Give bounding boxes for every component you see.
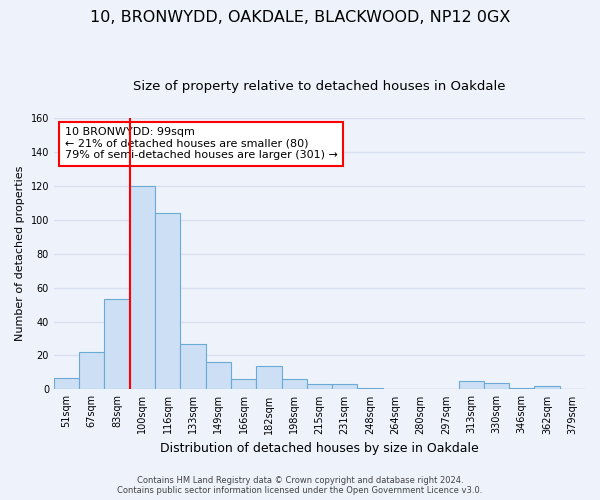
Bar bbox=[358, 388, 383, 390]
Bar bbox=[332, 384, 358, 390]
Bar bbox=[281, 379, 307, 390]
Bar bbox=[155, 213, 181, 390]
Text: 10, BRONWYDD, OAKDALE, BLACKWOOD, NP12 0GX: 10, BRONWYDD, OAKDALE, BLACKWOOD, NP12 0… bbox=[90, 10, 510, 25]
Title: Size of property relative to detached houses in Oakdale: Size of property relative to detached ho… bbox=[133, 80, 506, 93]
Bar bbox=[231, 379, 256, 390]
Bar bbox=[458, 381, 484, 390]
Bar bbox=[256, 366, 281, 390]
Text: 10 BRONWYDD: 99sqm
← 21% of detached houses are smaller (80)
79% of semi-detache: 10 BRONWYDD: 99sqm ← 21% of detached hou… bbox=[65, 128, 337, 160]
Bar bbox=[307, 384, 332, 390]
Bar bbox=[130, 186, 155, 390]
Y-axis label: Number of detached properties: Number of detached properties bbox=[15, 166, 25, 342]
Bar bbox=[206, 362, 231, 390]
Bar bbox=[54, 378, 79, 390]
Bar bbox=[181, 344, 206, 390]
Bar bbox=[509, 388, 535, 390]
Bar bbox=[104, 300, 130, 390]
Bar bbox=[79, 352, 104, 390]
Bar bbox=[484, 382, 509, 390]
Text: Contains HM Land Registry data © Crown copyright and database right 2024.
Contai: Contains HM Land Registry data © Crown c… bbox=[118, 476, 482, 495]
X-axis label: Distribution of detached houses by size in Oakdale: Distribution of detached houses by size … bbox=[160, 442, 479, 455]
Bar bbox=[535, 386, 560, 390]
